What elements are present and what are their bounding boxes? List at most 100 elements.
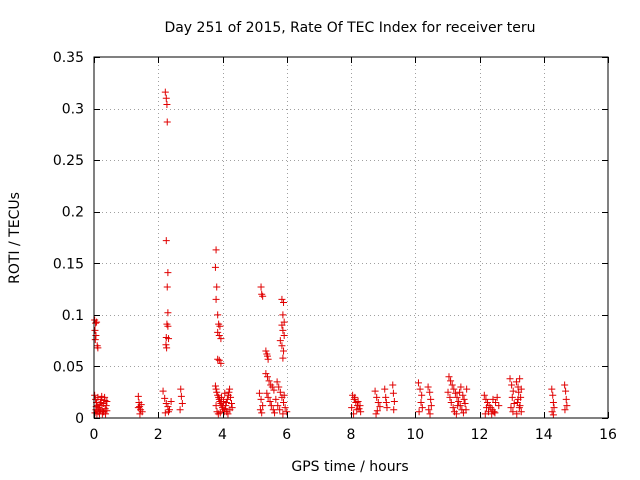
data-point [163,118,171,126]
data-point [164,322,172,330]
data-point [95,401,103,409]
data-point [444,388,452,396]
data-point [103,407,111,415]
data-point [163,344,171,352]
data-point [353,406,361,414]
data-point [461,400,469,408]
data-point [493,393,501,401]
data-point [548,408,556,416]
data-point [453,393,461,401]
data-point [279,311,287,319]
data-point [376,403,384,411]
data-point [225,388,233,396]
data-point [280,331,288,339]
data-point [216,409,224,417]
data-point [390,406,398,414]
data-point [549,411,557,419]
axis-ticks [94,57,609,419]
data-point [514,395,522,403]
data-point [371,387,379,395]
data-point [94,344,102,352]
data-point [455,397,463,405]
data-point [549,391,557,399]
y-tick-label: 0.2 [62,205,84,221]
data-point [221,405,229,413]
data-point [274,402,282,410]
data-point [272,395,280,403]
data-point [91,336,99,344]
data-point [278,321,286,329]
data-point [257,283,265,291]
data-point [448,381,456,389]
data-point [463,385,471,393]
x-tick-label: 12 [471,427,489,443]
data-point [219,397,227,405]
data-point [278,295,286,303]
data-point [159,387,167,395]
data-point [280,399,288,407]
data-point [508,381,516,389]
data-point [415,408,423,416]
data-point [425,406,433,414]
data-point [176,406,184,414]
data-point [382,393,390,401]
data-point [427,395,435,403]
data-point [101,396,109,404]
data-point [212,385,220,393]
data-point [550,404,558,412]
data-point [271,409,279,417]
x-tick-label: 2 [154,427,163,443]
data-point [512,378,520,386]
data-point [214,311,222,319]
data-point [489,395,497,403]
data-point [177,385,185,393]
data-point [163,283,171,291]
data-point [484,399,492,407]
data-point [262,370,270,378]
data-point [460,395,468,403]
y-tick-label: 0.35 [53,50,84,66]
data-point [212,402,220,410]
data-point [516,402,524,410]
data-point [270,386,278,394]
data-point [215,331,223,339]
data-point [214,355,222,363]
data-point [92,319,100,327]
data-point [161,409,169,417]
data-point [178,400,186,408]
data-point [561,406,569,414]
data-point [211,263,219,271]
data-point [211,382,219,390]
x-tick-label: 14 [535,427,553,443]
data-point [259,402,267,410]
data-point [480,391,488,399]
data-point [389,381,397,389]
data-point [516,375,524,383]
data-point [102,402,110,410]
data-point [213,388,221,396]
x-tick-label: 8 [347,427,356,443]
data-point [165,408,173,416]
x-axis-label: GPS time / hours [291,459,408,475]
data-point [276,337,284,345]
data-point [214,328,222,336]
data-point [257,395,265,403]
data-point [462,406,470,414]
data-point [507,404,515,412]
data-point [224,410,232,418]
data-point [98,392,106,400]
data-point [264,355,272,363]
data-point [513,410,521,418]
data-point [263,373,271,381]
data-point [258,409,266,417]
data-point [268,383,276,391]
data-point [226,406,234,414]
y-tick-label: 0.25 [53,153,84,169]
data-point [212,295,220,303]
y-tick-labels: 0 0.05 0.1 0.15 0.2 0.25 0.3 0.35 [53,50,84,427]
y-tick-label: 0.3 [62,102,84,118]
data-point [259,292,267,300]
data-point [165,335,173,343]
data-point [281,404,289,412]
data-point [563,402,571,410]
